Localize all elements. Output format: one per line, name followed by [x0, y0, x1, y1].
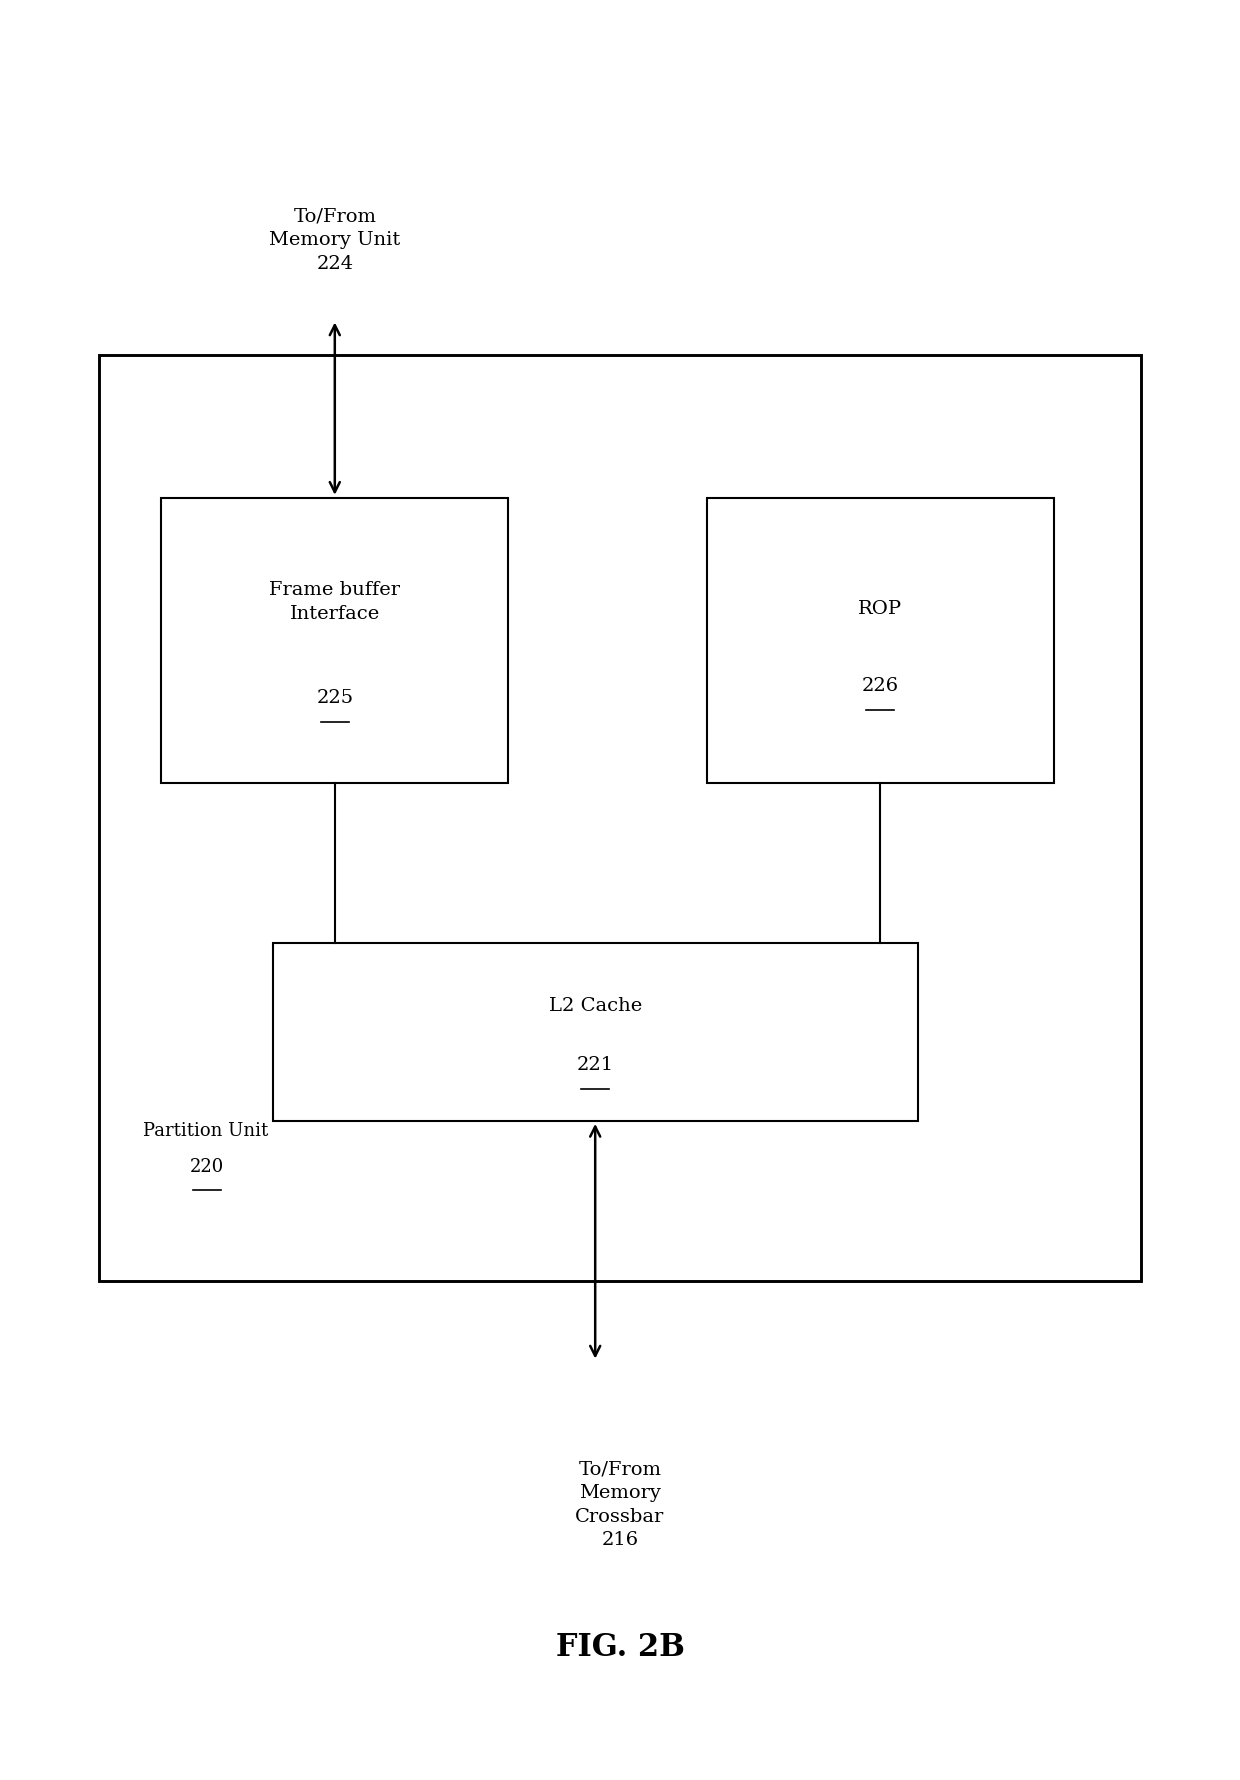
Text: 225: 225: [316, 689, 353, 707]
Text: Partition Unit: Partition Unit: [143, 1121, 268, 1139]
Text: Frame buffer
Interface: Frame buffer Interface: [269, 580, 401, 623]
Text: L2 Cache: L2 Cache: [548, 997, 642, 1015]
Text: 221: 221: [577, 1056, 614, 1073]
Text: To/From
Memory
Crossbar
216: To/From Memory Crossbar 216: [575, 1460, 665, 1549]
Text: 226: 226: [862, 676, 899, 694]
Text: FIG. 2B: FIG. 2B: [556, 1630, 684, 1663]
Text: 220: 220: [190, 1157, 224, 1175]
Text: ROP: ROP: [858, 600, 903, 618]
Bar: [161, 498, 508, 783]
Bar: [99, 356, 1141, 1282]
Bar: [707, 498, 1054, 783]
Text: To/From
Memory Unit
224: To/From Memory Unit 224: [269, 208, 401, 272]
Bar: [273, 943, 918, 1121]
